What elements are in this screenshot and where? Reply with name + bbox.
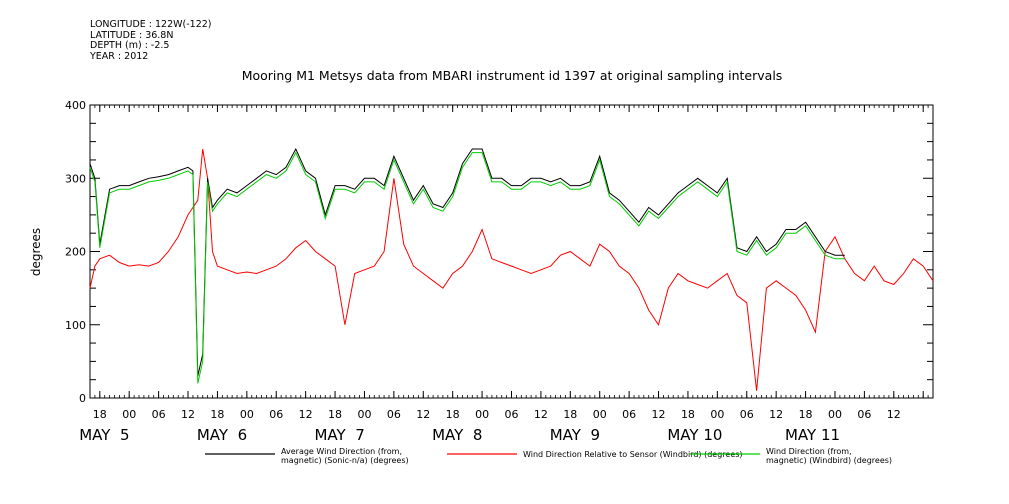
chart-title: Mooring M1 Metsys data from MBARI instru… [242, 68, 783, 83]
x-tick-label: 00 [593, 408, 607, 421]
x-tick-label: 18 [681, 408, 695, 421]
legend-label-line2: magnetic) (Windbird) (degrees) [766, 456, 892, 465]
legend-label-line2: magnetic) (Sonic-n/a) (degrees) [281, 456, 409, 465]
legend: Average Wind Direction (from,magnetic) (… [205, 447, 892, 465]
x-tick-label: 06 [152, 408, 166, 421]
y-axis-label: degrees [29, 228, 43, 276]
axis-tick-labels: 18 00 06 12 18 00 06 12 18 00 06 12 18 00 06 12 18 00 06 12… [65, 99, 901, 444]
metadata-block: LONGITUDE : 122W(-122) LATITUDE : 36.8N … [90, 19, 212, 62]
x-tick-label: 00 [475, 408, 489, 421]
y-tick-label: 300 [65, 172, 86, 185]
legend-label: Wind Direction Relative to Sensor (Windb… [523, 450, 743, 459]
legend-label: Average Wind Direction (from, [281, 447, 402, 456]
x-tick-label: 18 [563, 408, 577, 421]
x-tick-label: 12 [652, 408, 666, 421]
x-tick-label: 00 [122, 408, 136, 421]
day-label: MAY 5 [79, 426, 129, 444]
x-tick-label: 00 [710, 408, 724, 421]
x-tick-label: 12 [887, 408, 901, 421]
y-tick-label: 400 [65, 99, 86, 112]
axis-ticks [89, 104, 934, 399]
x-tick-label: 12 [416, 408, 430, 421]
x-tick-label: 06 [387, 408, 401, 421]
y-tick-label: 0 [79, 392, 86, 405]
x-tick-label: 00 [828, 408, 842, 421]
x-tick-label: 18 [799, 408, 813, 421]
x-tick-label: 00 [240, 408, 254, 421]
day-label: MAY 11 [785, 426, 840, 444]
day-label: MAY 9 [550, 426, 600, 444]
x-tick-label: 06 [269, 408, 283, 421]
x-tick-label: 00 [357, 408, 371, 421]
legend-label: Wind Direction (from, [766, 447, 852, 456]
day-label: MAY 10 [667, 426, 722, 444]
x-tick-label: 06 [505, 408, 519, 421]
x-tick-label: 12 [769, 408, 783, 421]
year-label: YEAR : 2012 [90, 50, 149, 62]
depth-label: DEPTH (m) : -2.5 [90, 40, 170, 51]
day-label: MAY 6 [197, 426, 247, 444]
series-line-2 [89, 151, 845, 384]
series-line-0 [89, 147, 845, 377]
x-tick-label: 18 [93, 408, 107, 421]
x-tick-label: 12 [299, 408, 313, 421]
series-layer [89, 147, 934, 391]
x-tick-label: 18 [210, 408, 224, 421]
x-tick-label: 06 [857, 408, 871, 421]
latitude-label: LATITUDE : 36.8N [90, 29, 174, 41]
longitude-label: LONGITUDE : 122W(-122) [90, 19, 212, 30]
x-tick-label: 06 [622, 408, 636, 421]
x-tick-label: 18 [328, 408, 342, 421]
x-tick-label: 12 [534, 408, 548, 421]
day-label: MAY 8 [432, 426, 482, 444]
x-tick-label: 18 [446, 408, 460, 421]
plot-frame [89, 104, 934, 399]
x-tick-label: 12 [181, 408, 195, 421]
y-tick-label: 200 [65, 246, 86, 259]
x-tick-label: 06 [740, 408, 754, 421]
day-label: MAY 7 [314, 426, 364, 444]
y-tick-label: 100 [65, 319, 86, 332]
